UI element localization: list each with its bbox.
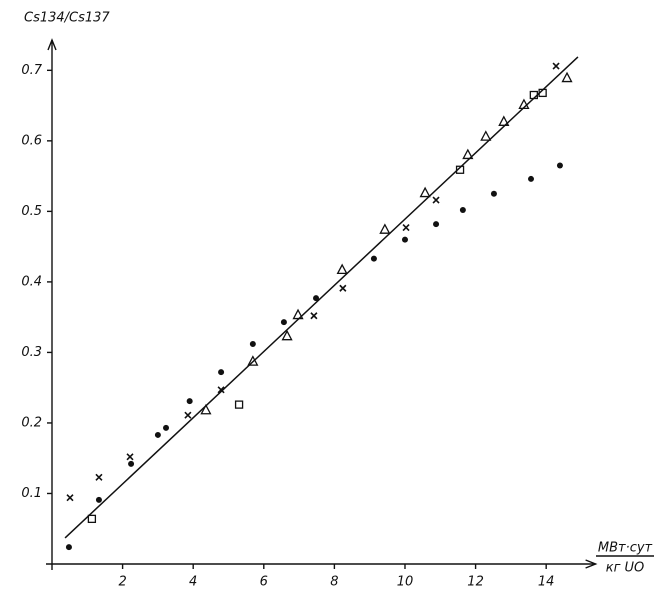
circle-point (313, 295, 320, 302)
triangle-point (247, 355, 259, 366)
x-tick-label: 14 (538, 575, 555, 590)
y-tick-label: 0.2 (21, 415, 42, 430)
circle-point (280, 319, 287, 326)
square-point (234, 400, 244, 409)
circle-point (218, 369, 225, 376)
triangle-point (498, 115, 510, 126)
y-tick-label: 0.1 (21, 486, 42, 501)
x-point (217, 386, 225, 394)
triangle-point (419, 186, 431, 198)
x-tick-label: 12 (467, 575, 484, 590)
y-tick-label: 0.7 (21, 63, 42, 78)
circle-point (401, 236, 408, 243)
x-point (339, 284, 347, 292)
x-axis-label-bottom: кг UO (606, 561, 645, 576)
x-tick-label: 4 (189, 575, 197, 590)
x-tick-label: 6 (260, 575, 268, 590)
fit-line (64, 56, 579, 539)
circle-point (186, 398, 193, 405)
x-point (432, 196, 440, 204)
circle-point (95, 496, 102, 503)
triangle-point (480, 130, 492, 141)
circle-point (128, 460, 135, 467)
circle-point (556, 162, 563, 169)
square-point (87, 514, 97, 524)
x-tick-label: 10 (397, 575, 414, 590)
circle-point (65, 544, 72, 551)
y-tick-label: 0.3 (21, 345, 42, 360)
x-tick-label: 2 (118, 575, 126, 590)
triangle-point (462, 148, 474, 160)
y-tick-label: 0.5 (21, 204, 42, 219)
x-tick-label: 8 (330, 575, 338, 590)
x-point (184, 411, 192, 419)
x-point (66, 494, 74, 502)
x-point (95, 473, 103, 481)
x-point (310, 312, 318, 320)
y-tick-label: 0.4 (21, 274, 42, 289)
circle-point (459, 206, 466, 213)
circle-point (249, 340, 256, 347)
triangle-point (379, 223, 391, 234)
circle-point (163, 424, 170, 431)
circle-point (154, 431, 161, 438)
circle-point (433, 221, 440, 228)
circle-point (490, 190, 497, 197)
triangle-point (200, 403, 212, 415)
x-arrow (585, 559, 598, 569)
y-arrow (47, 38, 57, 51)
triangle-point (561, 71, 573, 83)
x-axis-label-top: МВт·сут (598, 541, 653, 556)
x-point (126, 453, 134, 461)
y-axis-label: Cs134/Cs137 (24, 11, 110, 26)
x-point (552, 62, 560, 70)
circle-point (528, 175, 535, 182)
y-tick-label: 0.6 (21, 133, 42, 148)
circle-point (370, 255, 377, 262)
triangle-point (281, 329, 293, 341)
x-point (402, 224, 410, 232)
triangle-point (336, 263, 348, 275)
